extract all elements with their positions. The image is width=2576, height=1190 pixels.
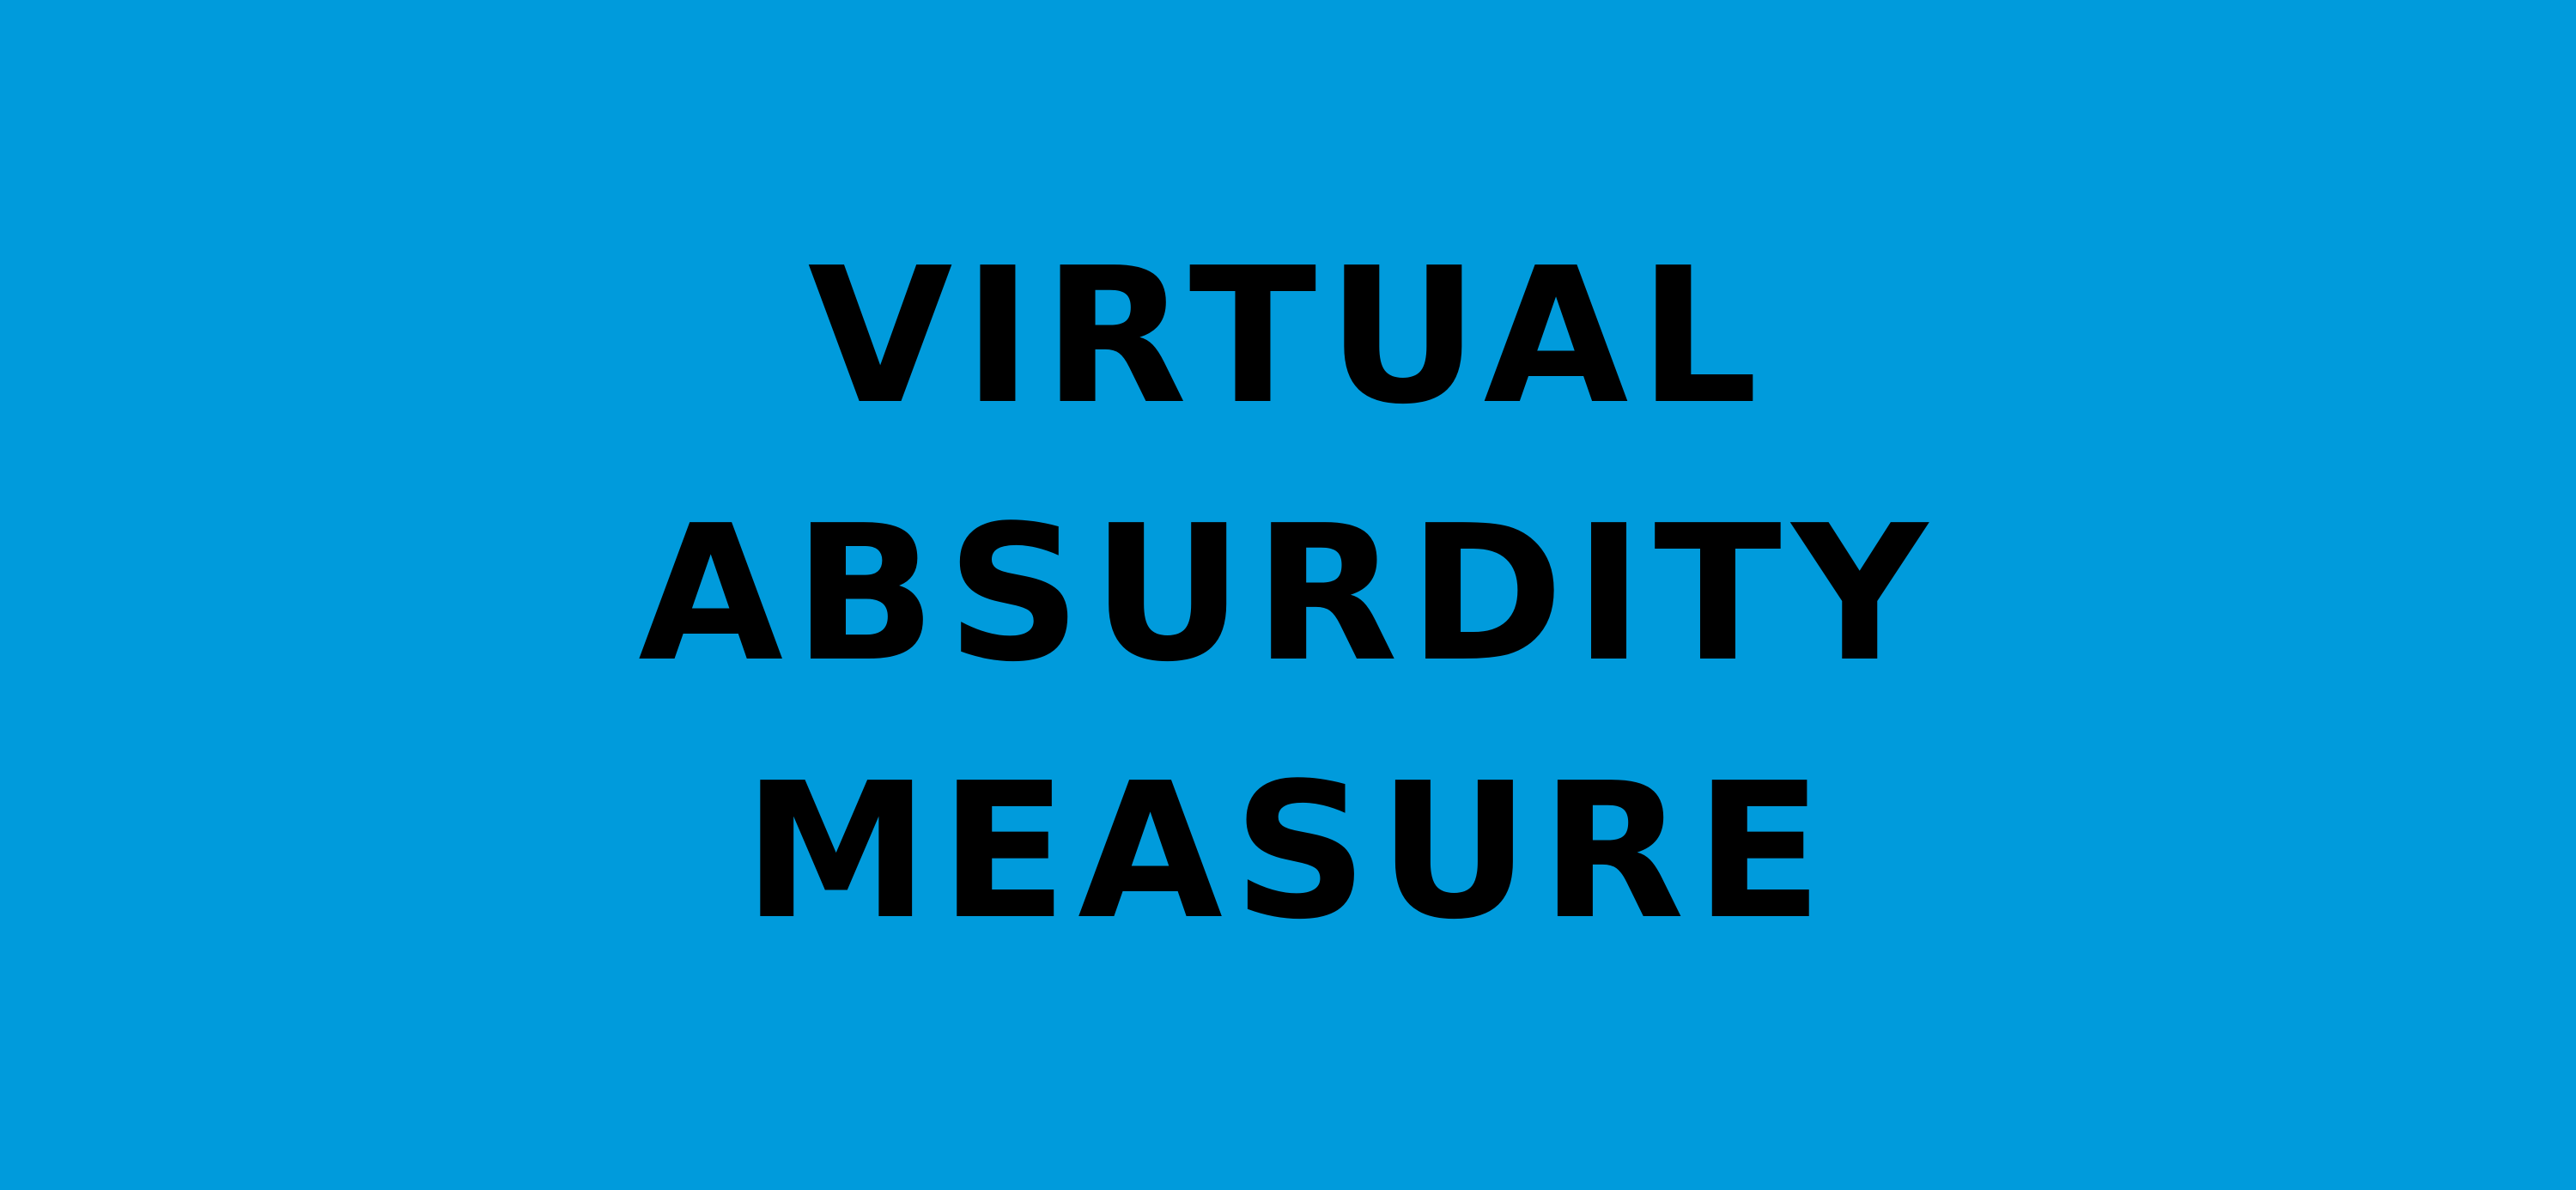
title-line-2: ABSURDITY (638, 486, 1938, 703)
title-line-1: VIRTUAL (807, 228, 1769, 446)
title-line-3: MEASURE (743, 744, 1833, 961)
